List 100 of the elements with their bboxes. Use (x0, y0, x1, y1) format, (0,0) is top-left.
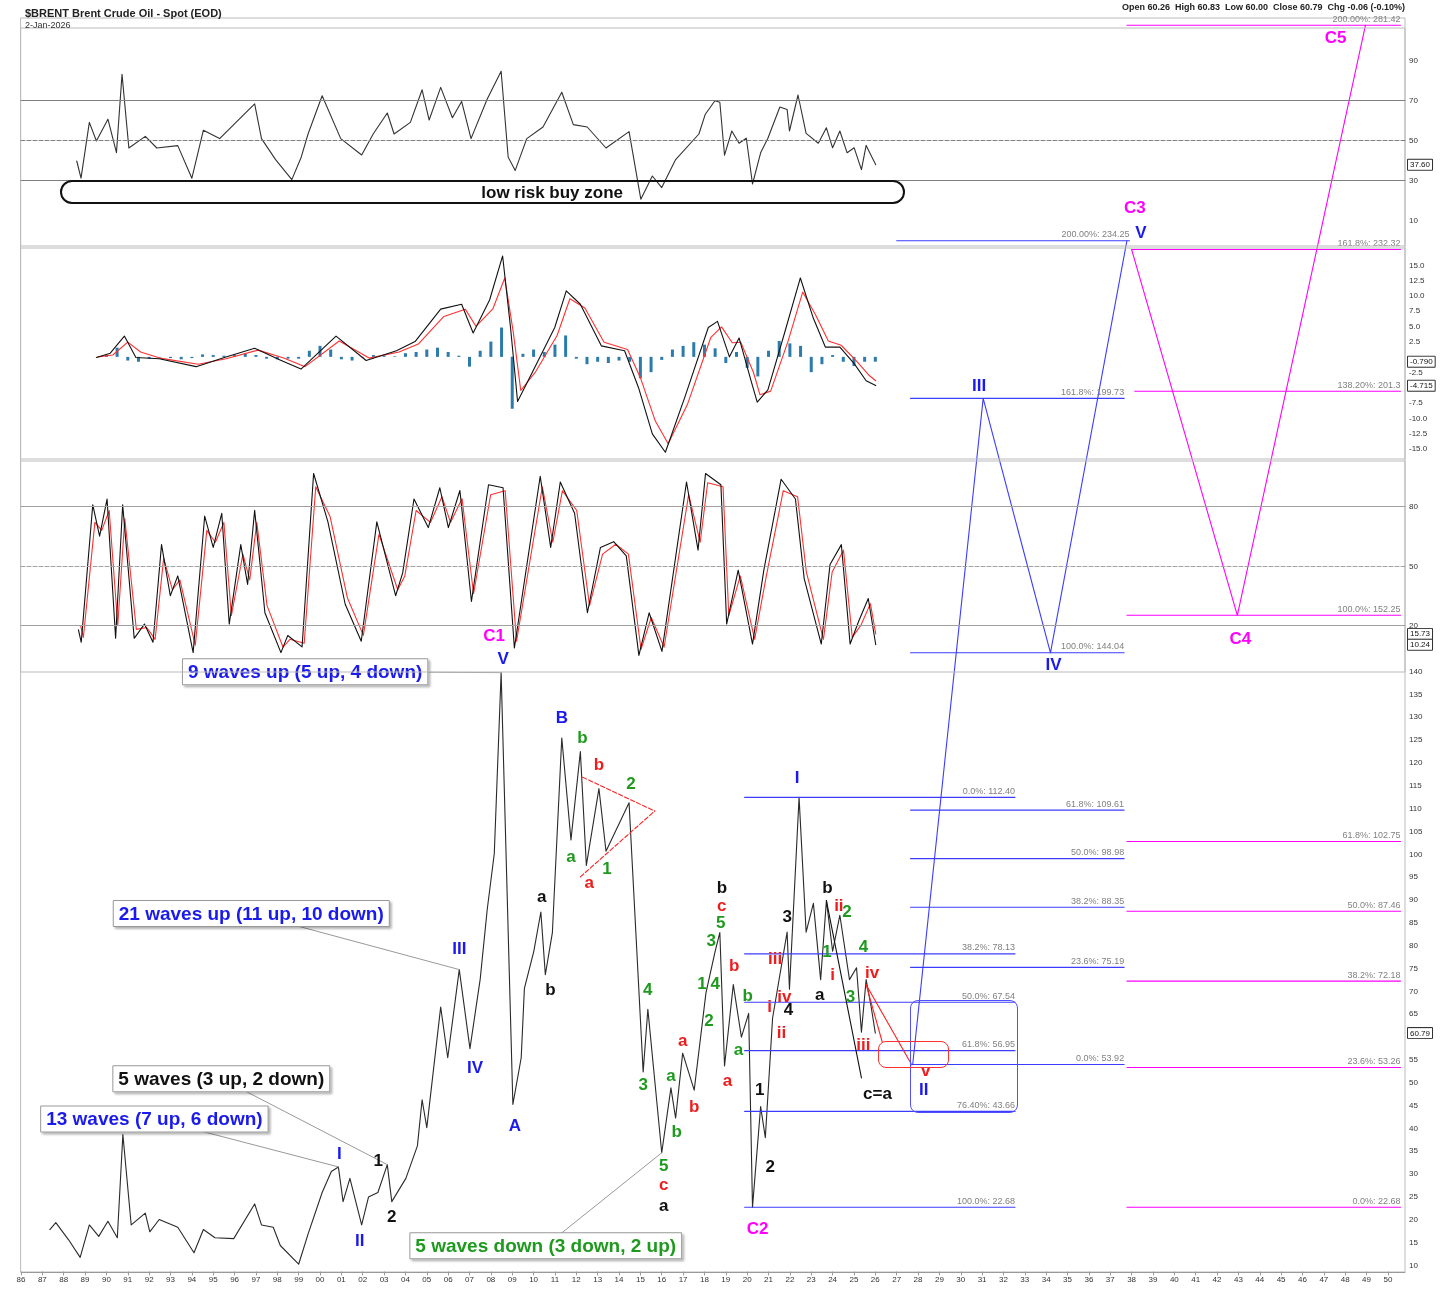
y-tick-label: 85 (1409, 918, 1419, 928)
x-tick-label: 20 (742, 1274, 753, 1284)
x-tick-label: 95 (208, 1274, 219, 1284)
annotation: -0.790 (1410, 357, 1434, 367)
series-label: 61.8%: 109.61 (1066, 798, 1125, 809)
annotation: 21 waves up (11 up, 10 down) (118, 903, 384, 925)
annotation: I (794, 767, 800, 787)
x-tick-label: 25 (849, 1274, 859, 1284)
y-tick-label: 50 (1409, 561, 1419, 571)
annotation: ii (776, 1022, 787, 1042)
x-tick-label: 91 (123, 1274, 133, 1284)
x-tick-label: 00 (315, 1274, 326, 1284)
series-label: 23.6%: 53.26 (1347, 1056, 1401, 1067)
rounded-frame: low risk buy zone (60, 180, 905, 204)
y-tick-label: 5.0 (1409, 321, 1421, 331)
y-tick-label: 30 (1409, 1169, 1419, 1179)
y-tick-label: 115 (1409, 780, 1423, 790)
x-tick-label: 33 (1020, 1274, 1030, 1284)
y-tick-label: 10 (1409, 1260, 1419, 1270)
y-tick-label: 50 (1409, 1077, 1419, 1087)
annotation: b (729, 956, 740, 976)
x-tick-label: 04 (400, 1274, 411, 1284)
y-tick-label: 65 (1409, 1009, 1419, 1019)
annotation: 10.24 (1410, 640, 1431, 650)
x-tick-label: 30 (956, 1274, 966, 1284)
x-tick-label: 92 (144, 1274, 155, 1284)
annotation: C4 (1229, 628, 1252, 648)
series-label: 0.0%: 22.68 (1352, 1195, 1401, 1206)
annotation: I (337, 1144, 342, 1164)
annotation: a (733, 1039, 744, 1059)
annotation: 3 (638, 1075, 648, 1095)
annotation: a (722, 1071, 733, 1091)
y-tick-label: 40 (1409, 1123, 1419, 1133)
y-tick-label: 90 (1409, 55, 1419, 65)
series-label: 161.8%: 232.32 (1337, 238, 1401, 249)
y-tick-label: 10.0 (1409, 291, 1426, 301)
annotation: a (566, 847, 577, 867)
annotation: 60.79 (1410, 1028, 1431, 1038)
x-tick-label: 34 (1041, 1274, 1052, 1284)
x-tick-label: 27 (892, 1274, 902, 1284)
series-label: 23.6%: 75.19 (1071, 955, 1125, 966)
annotation: 37.60 (1410, 160, 1431, 170)
y-tick-label: 45 (1409, 1100, 1419, 1110)
annotation: ii (834, 895, 844, 915)
annotation: 5 (659, 1156, 669, 1176)
y-tick-label: 2.5 (1409, 337, 1421, 347)
y-tick-label: 130 (1409, 712, 1423, 722)
x-tick-label: 16 (657, 1274, 667, 1284)
y-tick-label: 140 (1409, 666, 1423, 676)
annotation: 3 (782, 906, 792, 926)
annotation: b (671, 1121, 682, 1141)
x-tick-label: 21 (764, 1274, 774, 1284)
y-tick-label: 35 (1409, 1146, 1419, 1156)
y-tick-label: 20 (1409, 620, 1419, 630)
annotation: -4.715 (1410, 381, 1434, 391)
annotation: 2 (704, 1011, 714, 1031)
y-tick-label: 55 (1409, 1055, 1419, 1065)
x-tick-label: 32 (999, 1274, 1009, 1284)
annotation: IV (466, 1058, 484, 1078)
x-tick-label: 09 (507, 1274, 518, 1284)
series-label: 38.2%: 88.35 (1071, 895, 1125, 906)
chart-title: $BRENT Brent Crude Oil - Spot (EOD) (25, 6, 223, 19)
annotation: b (742, 985, 753, 1005)
y-tick-label: 7.5 (1409, 306, 1421, 316)
x-tick-label: 03 (379, 1274, 390, 1284)
annotation: 2 (387, 1207, 397, 1227)
x-tick-label: 19 (721, 1274, 731, 1284)
annotation: 2 (626, 774, 636, 794)
y-tick-label: -12.5 (1409, 428, 1428, 438)
annotation: iv (865, 963, 880, 983)
annotation: III (972, 375, 987, 395)
annotation: i (830, 964, 835, 984)
y-tick-label: 15.0 (1409, 260, 1426, 270)
x-tick-label: 37 (1105, 1274, 1116, 1284)
annotation: 4 (710, 973, 721, 993)
series-label: 100.0%: 22.68 (956, 1195, 1015, 1206)
x-tick-label: 38 (1127, 1274, 1137, 1284)
series-label: 138.20%: 201.3 (1337, 379, 1401, 390)
annotation: 2 (765, 1157, 776, 1177)
x-tick-label: 36 (1084, 1274, 1094, 1284)
x-tick-label: 50 (1383, 1274, 1393, 1284)
x-tick-label: 17 (678, 1274, 689, 1284)
y-tick-label: -2.5 (1409, 367, 1424, 377)
annotation: a (814, 985, 825, 1005)
y-tick-label: 90 (1409, 895, 1419, 905)
y-tick-label: 80 (1409, 940, 1419, 950)
x-tick-label: 31 (977, 1274, 988, 1284)
y-tick-label: 50 (1409, 135, 1419, 145)
x-tick-label: 22 (785, 1274, 795, 1284)
annotation: i (767, 996, 772, 1016)
y-tick-label: -7.5 (1409, 398, 1424, 408)
annotation: C2 (746, 1218, 769, 1238)
series-label: 200.00%: 281.42 (1332, 13, 1401, 24)
annotation: 15.73 (1410, 629, 1431, 639)
x-tick-label: 99 (294, 1274, 304, 1284)
annotation: 2 (842, 901, 852, 921)
y-tick-label: 30 (1409, 175, 1419, 185)
x-tick-label: 47 (1319, 1274, 1329, 1284)
y-tick-label: 12.5 (1409, 275, 1426, 285)
y-tick-label: 70 (1409, 95, 1419, 105)
